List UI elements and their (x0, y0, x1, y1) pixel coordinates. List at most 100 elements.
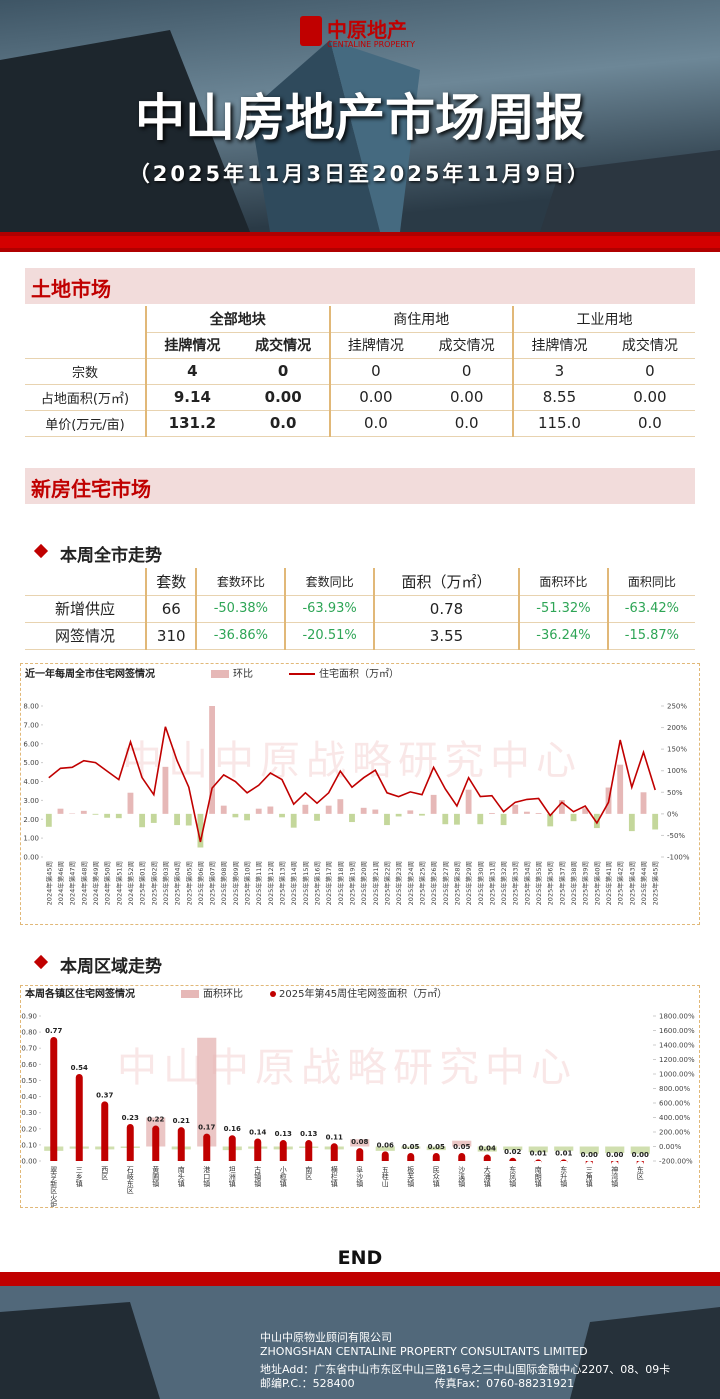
y-tick-label: 0.90 (21, 1013, 37, 1021)
ratio-bar (372, 809, 379, 814)
section-title: 新房住宅市场 (31, 477, 151, 501)
area-bar (483, 1154, 491, 1161)
y-tick-label: 1.00 (23, 835, 39, 843)
x-tick-label: 2025年第19周 (348, 861, 357, 905)
y2-tick-label: 150% (667, 746, 687, 754)
section-title: 土地市场 (31, 277, 111, 301)
ratio-bar (384, 813, 390, 826)
column-header: 套数 (144, 568, 197, 596)
ratio-bar (617, 764, 624, 814)
area-bar (560, 1159, 568, 1163)
value-label: 0.05 (453, 1143, 470, 1151)
ratio-bar (255, 808, 262, 814)
watermark: 中山中原战略研究中心 (117, 1045, 577, 1091)
table-row: 新增供应 66 -50.38% -63.93% 0.78 -51.32% -63.42% (25, 595, 695, 623)
ratio-bar (375, 1146, 395, 1151)
row-label: 新增供应 (25, 595, 146, 623)
cell: -63.93% (284, 595, 374, 623)
y-tick-label: 3.00 (23, 797, 39, 805)
ratio-bar (512, 804, 519, 814)
ratio-bar (419, 813, 425, 816)
ratio-bar (92, 813, 99, 815)
fax: 传真Fax：0760-88231921 (434, 1377, 575, 1390)
legend-swatch (181, 990, 199, 998)
ratio-bar (503, 1146, 523, 1151)
area-bar (50, 1036, 58, 1161)
chart-title: 近一年每周全市住宅网签情况 (25, 667, 155, 680)
x-tick-label: 2024年第51周 (114, 861, 123, 905)
ratio-bar (605, 1146, 625, 1154)
ratio-bar (477, 813, 484, 825)
y-tick-label: 4.00 (23, 778, 39, 786)
group-header: 全部地块 (145, 306, 330, 333)
ratio-bar (220, 805, 227, 814)
district-chart: 中山中原战略研究中心 本周各镇区住宅网签情况 0.00 0.10 0.20 0.30 0.4… (20, 985, 700, 1208)
y-tick-label: 7.00 (23, 721, 39, 729)
x-tick-label: 2025年第05周 (184, 861, 193, 905)
cell: 8.55 (512, 384, 605, 411)
logo-mark (300, 16, 322, 46)
ratio-bar (45, 813, 52, 827)
cell: 0.0 (237, 410, 330, 437)
cell: 0 (604, 358, 695, 385)
area-bar (432, 1152, 440, 1161)
cell: 0 (237, 358, 330, 385)
table-row: 挂牌情况 成交情况 挂牌情况 成交情况 挂牌情况 成交情况 (25, 332, 695, 359)
x-tick-label: 西区 (101, 1166, 109, 1180)
ratio-bar (337, 799, 344, 814)
cell: 0.0 (328, 410, 422, 437)
ratio-bar (500, 813, 507, 826)
footer-banner (0, 1272, 720, 1399)
table-row: 全部地块 商住用地 工业用地 (25, 306, 695, 333)
ratio-bar (150, 813, 157, 823)
cell: 0 (328, 358, 422, 385)
ratio-bar (579, 1146, 599, 1154)
ratio-bar (535, 812, 542, 814)
sub-header: 成交情况 (421, 332, 514, 359)
ratio-bar (350, 1139, 370, 1147)
area-bar (152, 1125, 160, 1161)
x-tick-label: 2024年第47周 (68, 861, 77, 905)
value-label: 0.22 (147, 1116, 164, 1124)
group-header: 工业用地 (512, 306, 695, 333)
x-tick-label: 2025年第03周 (161, 861, 170, 905)
value-label: 0.23 (122, 1114, 139, 1122)
x-tick-label: 2024年第45周 (44, 861, 53, 905)
x-tick-label: 2025年第33周 (511, 861, 520, 905)
city-table: 套数 套数环比 套数同比 面积（万㎡） 面积环比 面积同比 新增供应 66 -50.38% -63… (25, 568, 695, 650)
value-label: 0.04 (479, 1145, 496, 1153)
value-label: 0.00 (632, 1151, 649, 1159)
x-tick-label: 2025年第35周 (534, 861, 543, 905)
area-bar (534, 1159, 542, 1163)
y2-tick-label: -200.00% (659, 1158, 693, 1166)
ratio-bar (628, 813, 635, 832)
x-tick-label: 2025年第20周 (359, 861, 368, 905)
y2-tick-label: 1800.00% (659, 1013, 695, 1021)
value-label: 0.13 (300, 1130, 317, 1138)
ratio-bar (325, 805, 332, 814)
subtitle: （2025年11月3日至2025年11月9日） (128, 162, 592, 186)
area-bar (585, 1161, 593, 1165)
area-line (48, 726, 656, 843)
x-tick-label: 黄圃镇 (152, 1165, 160, 1188)
ratio-bar (477, 1146, 497, 1152)
end-mark: END (337, 1247, 383, 1269)
y-tick-label: 0.00 (21, 1158, 37, 1166)
legend-label: 2025年第45周住宅网签面积（万㎡） (279, 987, 447, 1000)
x-tick-label: 民众镇 (432, 1166, 440, 1188)
column-header: 套数环比 (195, 568, 286, 596)
ratio-bar (547, 813, 554, 827)
watermark: 中山中原战略研究中心 (122, 738, 582, 784)
column-header: 面积同比 (606, 568, 695, 596)
area-bar (305, 1140, 313, 1161)
value-label: 0.13 (275, 1130, 292, 1138)
y-tick-label: 0.20 (21, 1125, 37, 1133)
chart-title: 本周各镇区住宅网签情况 (25, 987, 135, 1000)
value-label: 0.54 (71, 1064, 88, 1072)
x-tick-label: 坦洲镇 (228, 1165, 236, 1188)
logo-cn: 中原地产 (327, 18, 407, 42)
x-tick-label: 2025年第24周 (406, 861, 415, 905)
area-bar (611, 1161, 619, 1165)
y-tick-label: 0.70 (21, 1045, 37, 1053)
x-tick-label: 东凤镇 (509, 1165, 517, 1188)
